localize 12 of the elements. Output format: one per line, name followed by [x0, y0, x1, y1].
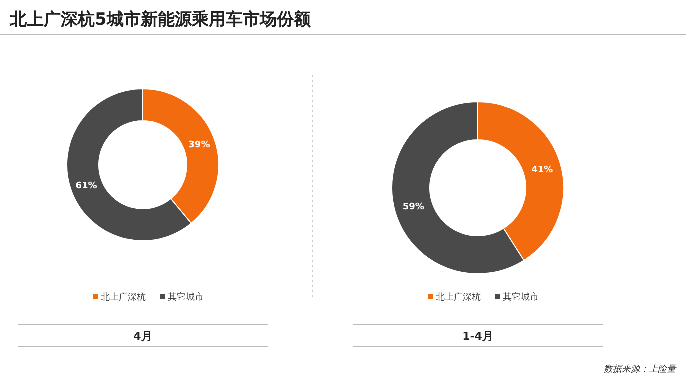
legend-label: 北上广深杭 [101, 292, 146, 303]
data-label: 61% [76, 181, 98, 192]
source-note: 数据来源：上险量 [604, 364, 677, 375]
data-label: 39% [188, 140, 210, 151]
data-label: 41% [532, 165, 554, 176]
text: 1-4月 [462, 330, 494, 343]
legend-label: 其它城市 [503, 292, 539, 303]
legend-label: 北上广深杭 [436, 292, 481, 303]
text: 北上广深杭5城市新能源乘用车市场份额 [9, 10, 312, 30]
data-label: 59% [402, 202, 424, 213]
text: 4月 [134, 330, 152, 343]
legend-label: 其它城市 [168, 292, 204, 303]
